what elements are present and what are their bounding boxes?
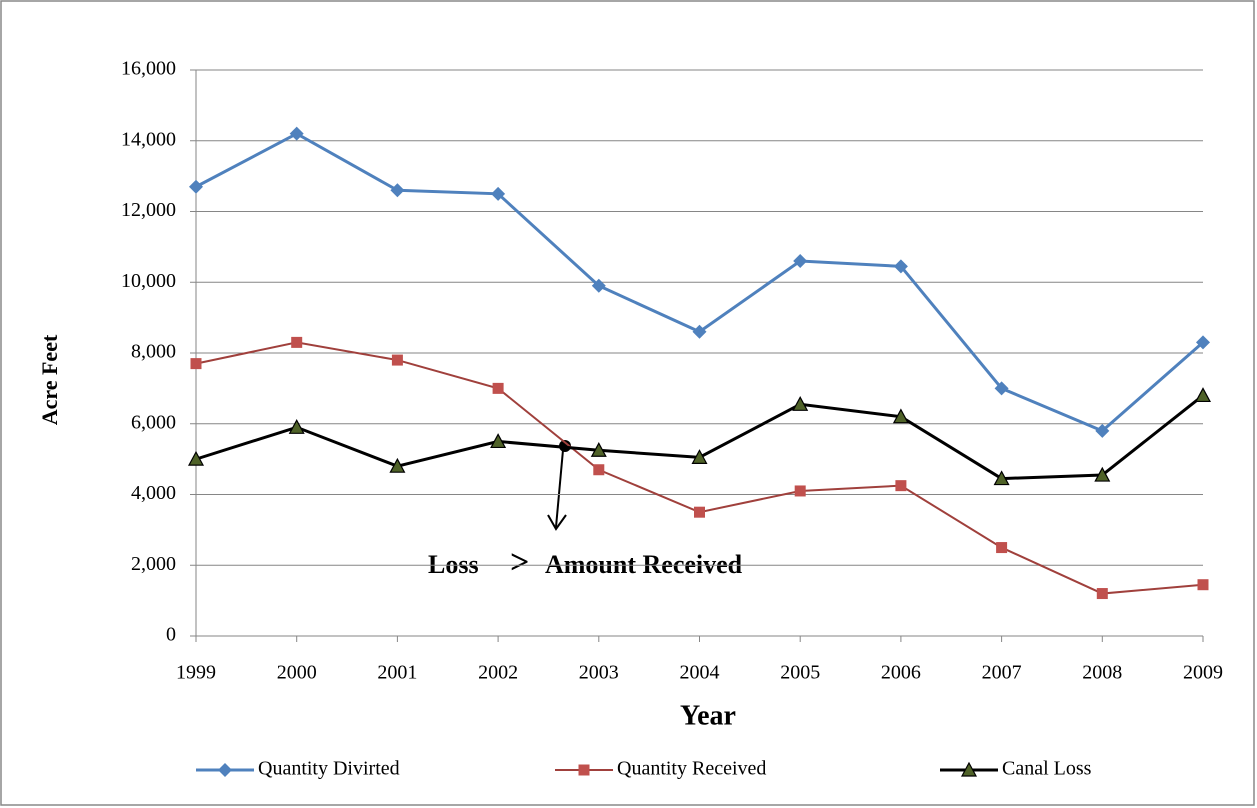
marker — [190, 358, 202, 370]
x-tick-label: 2007 — [982, 662, 1022, 684]
marker — [1194, 387, 1212, 403]
marker — [593, 464, 605, 476]
marker — [491, 186, 506, 201]
marker — [794, 485, 806, 497]
marker — [389, 457, 406, 473]
marker — [996, 542, 1008, 554]
x-tick-label: 1999 — [176, 662, 216, 684]
annotation-text: Loss — [428, 550, 479, 579]
marker — [218, 763, 232, 777]
marker — [187, 450, 205, 466]
y-tick-label: 2,000 — [131, 553, 176, 575]
x-tick-label: 2000 — [277, 662, 317, 684]
marker — [591, 278, 606, 293]
legend-label: Quantity Divirted — [258, 758, 400, 780]
y-tick-label: 6,000 — [131, 411, 176, 433]
marker — [1094, 466, 1111, 482]
marker — [793, 254, 808, 269]
annotation-arrow — [555, 449, 564, 528]
marker — [288, 419, 305, 434]
marker — [1196, 335, 1210, 350]
x-tick-label: 2001 — [377, 662, 417, 684]
y-tick-label: 0 — [166, 624, 176, 646]
legend-label: Quantity Received — [617, 758, 766, 780]
x-tick-label: 2008 — [1082, 662, 1122, 684]
marker — [1197, 579, 1209, 591]
x-tick-label: 2003 — [579, 662, 619, 684]
annotation-arrowhead — [547, 514, 567, 531]
marker — [893, 259, 908, 274]
y-axis-title: Acre Feet — [37, 334, 62, 425]
x-tick-label: 2004 — [680, 662, 720, 684]
marker — [289, 126, 304, 141]
marker — [960, 761, 978, 777]
marker — [189, 179, 203, 194]
y-tick-label: 12,000 — [121, 199, 176, 221]
marker — [993, 470, 1010, 486]
marker — [391, 354, 403, 366]
marker — [994, 381, 1009, 396]
marker — [691, 449, 708, 464]
y-tick-label: 16,000 — [121, 58, 176, 80]
marker — [1095, 423, 1110, 438]
marker — [492, 382, 504, 394]
marker — [390, 183, 405, 198]
annotation: Loss > Amount Received — [428, 440, 743, 581]
y-tick-label: 8,000 — [131, 341, 176, 363]
annotation-text: > — [510, 544, 529, 581]
marker — [1096, 588, 1108, 600]
x-tick-label: 2002 — [478, 662, 518, 684]
marker — [590, 442, 607, 457]
marker — [490, 433, 507, 449]
marker — [892, 408, 909, 424]
y-tick-label: 14,000 — [121, 128, 176, 150]
marker — [694, 506, 705, 518]
marker — [291, 336, 303, 348]
marker — [692, 324, 707, 339]
marker — [895, 480, 907, 492]
marker — [578, 764, 590, 776]
marker — [792, 396, 809, 411]
legend-label: Canal Loss — [1002, 758, 1092, 780]
y-tick-label: 10,000 — [121, 270, 176, 292]
x-axis-title: Year — [680, 700, 736, 731]
annotation-text: Amount Received — [545, 550, 743, 579]
x-tick-label: 2006 — [881, 662, 921, 684]
y-tick-label: 4,000 — [131, 482, 176, 504]
x-tick-label: 2005 — [780, 662, 820, 684]
x-tick-label: 2009 — [1183, 662, 1223, 684]
